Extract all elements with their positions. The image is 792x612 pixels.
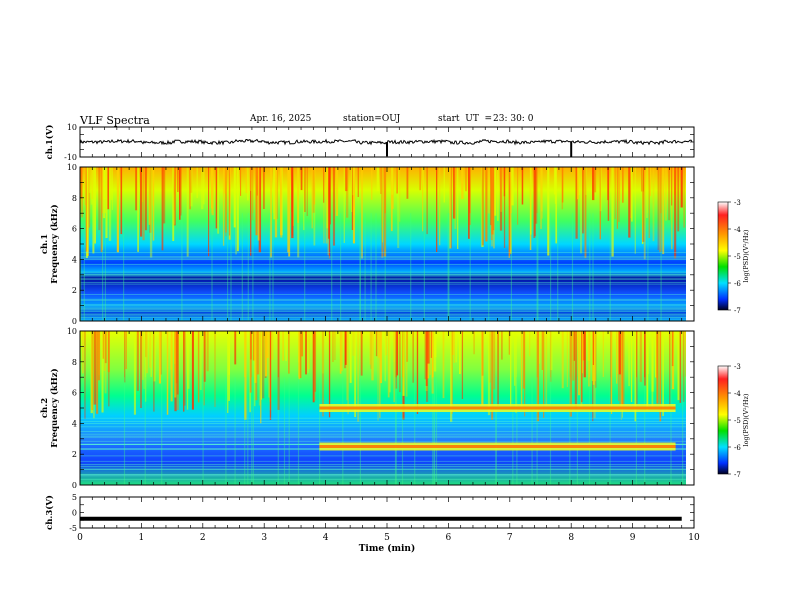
x-tick-label: 4 [323,533,329,543]
colorbar-label: log(PSD)(V²/Hz) [742,229,750,282]
y-axis-label: ch.2 [40,398,50,418]
ch2-emission-band-core [319,445,676,448]
x-tick-label: 7 [507,533,513,543]
ch2-spectrogram [80,331,694,485]
x-tick-label: 1 [139,533,145,543]
y-tick-label: -10 [64,153,77,162]
date-label: Apr. 16, 2025 [250,114,312,124]
y-axis-label: ch.3(V) [44,495,55,530]
x-tick-label: 6 [446,533,452,543]
y-tick-label: 8 [72,194,77,203]
colorbar-tick-label: -7 [734,307,741,315]
colorbar-tick-label: -5 [734,417,741,425]
ch2-colorbar [717,365,729,475]
colorbar-tick-label: -3 [734,363,741,371]
colorbar-tick-label: -4 [734,226,741,234]
y-axis-label: ch.1 [40,234,50,254]
colorbar-tick-label: -3 [734,199,741,207]
y-tick-label: 0 [72,481,77,490]
y-tick-label: 6 [72,225,77,234]
ch2-emission-band-core [319,406,676,410]
station-label: station=OUJ [343,114,401,124]
y-axis-label: Frequency (kHz) [49,368,60,447]
y-tick-label: -5 [69,524,77,533]
start-ut-label: start UT = [438,114,493,124]
x-tick-label: 3 [261,533,267,543]
x-tick-label: 2 [200,533,206,543]
y-tick-label: 2 [72,286,77,295]
x-tick-label: 10 [688,533,700,543]
y-tick-label: 10 [67,163,77,172]
colorbar-tick-label: -6 [734,444,741,452]
y-tick-label: 8 [72,358,77,367]
colorbar-tick-label: -4 [734,390,741,398]
x-tick-label: 8 [568,533,574,543]
colorbar-tick-label: -6 [734,280,741,288]
ch1-waveform [80,138,693,157]
y-axis-label: ch.1(V) [44,125,55,160]
x-tick-label: 0 [77,533,83,543]
colorbar-label: log(PSD)(V²/Hz) [742,393,750,446]
colorbar-tick-label: -7 [734,471,741,479]
y-tick-label: 4 [72,255,77,264]
start-time-label: 23: 30: 0 [493,114,534,124]
ch1-colorbar [717,201,729,311]
colorbar-tick-label: -5 [734,253,741,261]
ch1-spectrogram [80,167,694,321]
y-tick-label: 4 [72,419,77,428]
y-axis-label: Frequency (kHz) [49,204,60,283]
y-tick-label: 0 [72,317,77,326]
x-tick-label: 9 [630,533,636,543]
y-tick-label: 6 [72,389,77,398]
y-tick-label: 2 [72,450,77,459]
y-tick-label: 10 [67,327,77,336]
y-tick-label: 0 [72,509,77,518]
y-tick-label: 5 [72,493,77,502]
figure-title: VLF Spectra [80,114,150,127]
x-axis-label: Time (min) [359,543,416,554]
x-tick-label: 5 [384,533,390,543]
y-tick-label: 10 [67,123,77,132]
